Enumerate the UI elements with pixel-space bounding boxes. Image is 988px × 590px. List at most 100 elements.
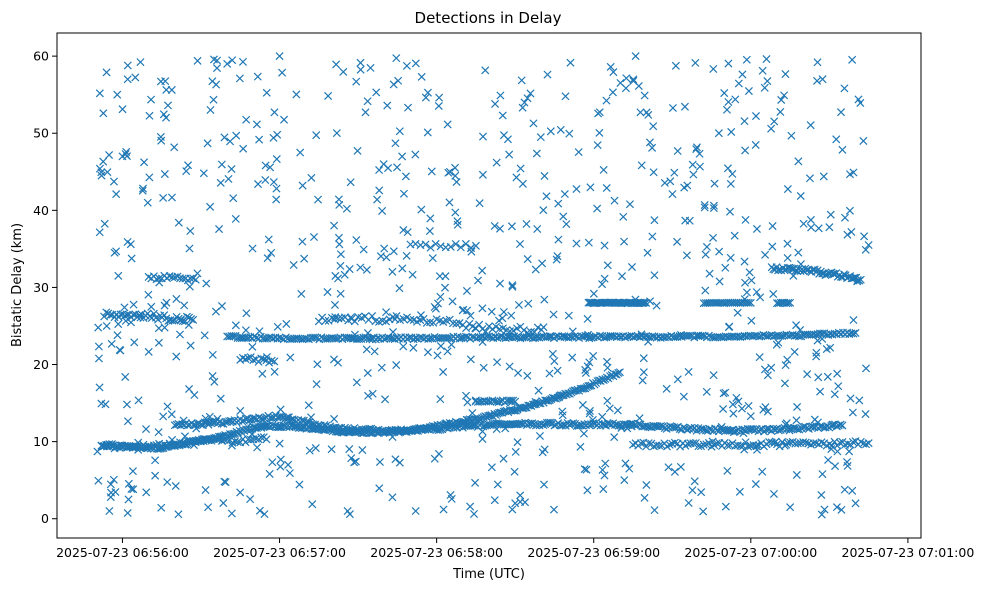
data-point	[670, 467, 679, 476]
data-point	[848, 55, 857, 64]
data-point	[767, 363, 776, 372]
data-point	[398, 264, 407, 273]
data-point	[531, 265, 540, 274]
data-point	[816, 387, 825, 396]
data-point	[741, 215, 750, 224]
data-point	[284, 460, 293, 469]
data-point	[822, 345, 831, 354]
data-point	[532, 149, 541, 158]
data-point	[409, 343, 418, 352]
data-point	[176, 315, 186, 324]
data-point	[490, 221, 499, 230]
data-point	[356, 58, 365, 67]
data-point	[389, 80, 398, 89]
data-point	[848, 408, 857, 417]
data-point	[155, 278, 164, 287]
data-point	[670, 438, 679, 447]
data-point	[131, 73, 140, 82]
data-point	[154, 338, 163, 347]
data-point	[843, 461, 852, 470]
data-point	[524, 401, 533, 410]
data-point	[456, 243, 465, 252]
data-point	[139, 184, 148, 193]
data-point	[543, 70, 552, 79]
data-point	[817, 510, 826, 519]
data-point	[203, 139, 212, 148]
data-point	[639, 298, 648, 307]
plot-frame	[56, 32, 922, 539]
data-point	[160, 301, 169, 310]
data-point	[695, 162, 704, 171]
data-point	[744, 87, 753, 96]
y-axis: 0 10 20 30 40 50 60	[33, 49, 57, 526]
data-point	[220, 133, 229, 142]
data-point	[701, 286, 710, 295]
data-point	[582, 465, 591, 474]
data-point	[411, 239, 420, 248]
data-point	[123, 508, 132, 518]
data-point	[620, 476, 629, 485]
data-point	[818, 334, 827, 343]
data-point	[191, 275, 200, 284]
data-point	[168, 435, 177, 444]
data-point	[557, 421, 566, 430]
data-point	[849, 168, 858, 177]
data-point	[599, 485, 608, 494]
data-point	[561, 92, 570, 101]
data-point	[261, 161, 270, 170]
data-point	[708, 437, 717, 446]
data-point	[273, 322, 282, 331]
data-point	[584, 330, 593, 339]
data-point	[735, 487, 744, 496]
data-point	[446, 242, 455, 251]
data-point	[251, 423, 260, 432]
data-point	[644, 110, 653, 119]
data-point	[270, 108, 279, 117]
data-point	[154, 428, 163, 437]
data-point	[156, 77, 165, 86]
data-point	[463, 398, 472, 407]
data-point	[311, 333, 320, 342]
data-point	[102, 308, 111, 317]
data-point	[105, 506, 114, 516]
data-point	[241, 326, 250, 335]
data-point	[238, 417, 247, 426]
data-point	[123, 61, 132, 70]
data-point	[417, 205, 426, 214]
data-point	[171, 481, 180, 491]
data-point	[478, 434, 487, 443]
data-point	[311, 444, 320, 453]
data-point	[296, 148, 305, 157]
data-point	[448, 297, 457, 306]
data-point	[448, 319, 458, 328]
data-point	[175, 330, 184, 339]
data-point	[690, 477, 699, 486]
data-point	[673, 237, 682, 246]
data-point	[217, 302, 227, 311]
data-point	[725, 207, 735, 216]
data-point	[776, 107, 785, 116]
data-point	[676, 462, 685, 471]
data-point	[335, 240, 344, 249]
data-point	[138, 186, 147, 195]
data-point	[768, 222, 777, 231]
data-point	[501, 334, 510, 343]
data-point	[122, 400, 131, 409]
data-point	[149, 441, 158, 450]
data-point	[395, 458, 404, 467]
data-point	[185, 282, 194, 291]
data-point	[730, 231, 739, 240]
data-point	[462, 324, 471, 333]
data-point	[583, 362, 592, 371]
data-point	[782, 440, 791, 449]
data-point	[621, 459, 630, 468]
data-point	[600, 274, 609, 283]
data-point	[352, 378, 361, 387]
data-point	[408, 270, 417, 279]
data-point	[488, 325, 497, 334]
data-point	[154, 324, 163, 333]
data-point	[184, 320, 193, 330]
data-point	[837, 505, 846, 514]
data-point	[518, 103, 527, 112]
data-point	[147, 302, 156, 311]
